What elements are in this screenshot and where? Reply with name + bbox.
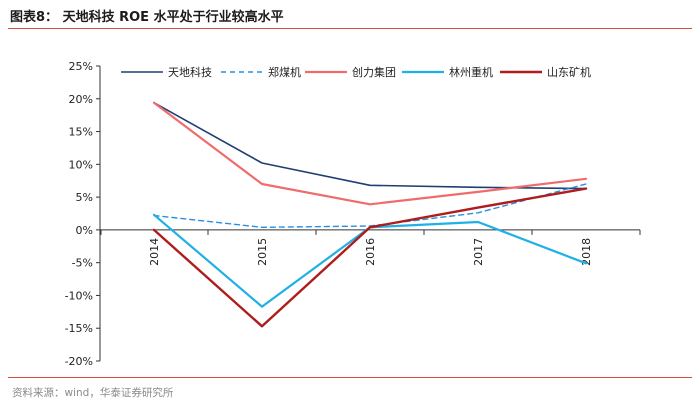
y-tick-label: 15% [69, 126, 93, 139]
figure-title: 图表8： 天地科技 ROE 水平处于行业较高水平 [10, 10, 284, 25]
y-tick-label: 5% [76, 191, 93, 204]
series-line-2 [153, 183, 587, 229]
x-tick-label: 2018 [580, 238, 593, 266]
y-tick-label: 10% [69, 158, 93, 171]
y-tick-label: 20% [69, 93, 93, 106]
y-tick-label: -10% [65, 289, 93, 302]
x-tick-label: 2017 [472, 238, 485, 266]
y-tick-label: -20% [65, 355, 93, 368]
legend-label-1: 天地科技 [168, 65, 212, 79]
y-tick-label: 25% [69, 60, 93, 73]
x-tick-label: 2016 [364, 238, 377, 266]
series-line-1 [153, 101, 587, 190]
x-tick-label: 2014 [148, 238, 161, 266]
y-tick-label: 0% [76, 224, 93, 237]
legend: 天地科技 郑煤机 创力集团 林州重机 山东矿机 [121, 65, 591, 79]
series-line-5 [152, 187, 588, 328]
legend-label-5: 山东矿机 [547, 65, 591, 79]
legend-label-3: 创力集团 [352, 65, 396, 79]
top-divider [8, 28, 692, 29]
legend-label-2: 郑煤机 [268, 65, 301, 79]
y-tick-label: -15% [65, 322, 93, 335]
legend-label-4: 林州重机 [449, 65, 493, 79]
x-tick-label: 2015 [256, 238, 269, 266]
y-tick-label: -5% [72, 257, 93, 270]
y-axis: 25% 20% 15% 10% 5% 0% -5% -10% -15% -20% [65, 60, 101, 368]
bottom-divider [8, 377, 692, 378]
source-note: 资料来源：wind，华泰证券研究所 [12, 387, 174, 399]
x-axis: 2014 2015 2016 2017 2018 [100, 229, 641, 266]
series-line-3 [152, 101, 588, 206]
series-lines [152, 101, 588, 328]
